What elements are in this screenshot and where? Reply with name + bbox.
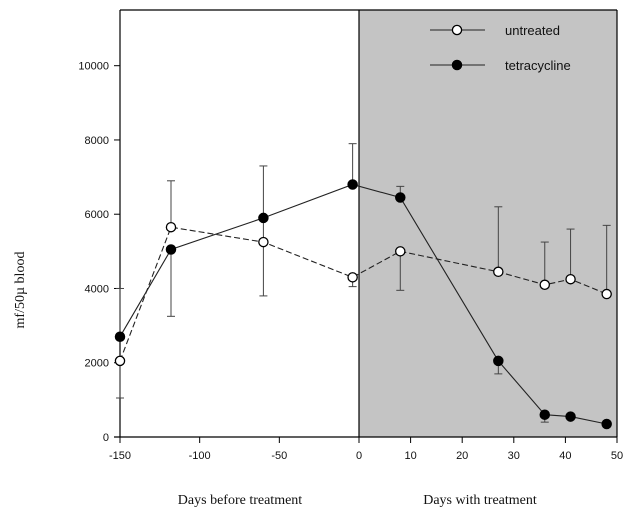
data-point-untreated	[493, 266, 504, 278]
y-tick-label: 6000	[85, 209, 109, 221]
data-point-tetracycline	[539, 409, 551, 420]
data-point-untreated	[165, 221, 177, 233]
x-after-tick-label: 30	[508, 450, 520, 462]
x-before-tick-label: -50	[271, 450, 287, 462]
data-point-untreated	[114, 355, 126, 367]
y-tick-label: 8000	[85, 135, 109, 147]
data-point-tetracycline	[347, 179, 358, 190]
x-axis-title-before: Days before treatment	[178, 493, 302, 508]
y-axis-title: mf/50µ blood	[13, 252, 28, 329]
data-point-tetracycline	[114, 331, 126, 342]
treatment-shaded-region	[359, 10, 617, 437]
data-point-untreated	[347, 272, 358, 283]
y-tick-label: 0	[103, 432, 109, 444]
x-after-tick-label: 20	[456, 450, 468, 462]
y-tick-label: 10000	[78, 61, 109, 73]
data-point-tetracycline	[258, 212, 269, 224]
data-point-tetracycline	[493, 355, 504, 367]
legend-label-untreated: untreated	[505, 23, 560, 38]
x-after-tick-label: 40	[559, 450, 571, 462]
data-point-tetracycline	[565, 411, 576, 422]
data-point-tetracycline	[395, 192, 406, 203]
legend-marker-untreated	[451, 24, 463, 36]
x-after-tick-label: 50	[611, 450, 623, 462]
data-point-untreated	[539, 279, 551, 291]
x-before-tick-label: -100	[189, 450, 211, 462]
x-after-tick-label: 10	[404, 450, 416, 462]
data-point-untreated	[565, 273, 576, 285]
x-before-tick-label: -150	[109, 450, 131, 462]
series-line-untreated	[119, 226, 607, 362]
x-before-tick-label: 0	[356, 450, 362, 462]
x-axis-title-after: Days with treatment	[423, 493, 537, 508]
data-point-tetracycline	[601, 418, 612, 430]
y-tick-label: 4000	[85, 283, 109, 295]
legend-label-tetracycline: tetracycline	[505, 58, 571, 73]
data-point-untreated	[395, 246, 406, 257]
legend-marker-tetracycline	[451, 59, 463, 71]
data-point-untreated	[601, 288, 612, 300]
data-point-untreated	[258, 236, 269, 248]
y-tick-label: 2000	[85, 358, 109, 370]
data-point-tetracycline	[165, 244, 177, 255]
